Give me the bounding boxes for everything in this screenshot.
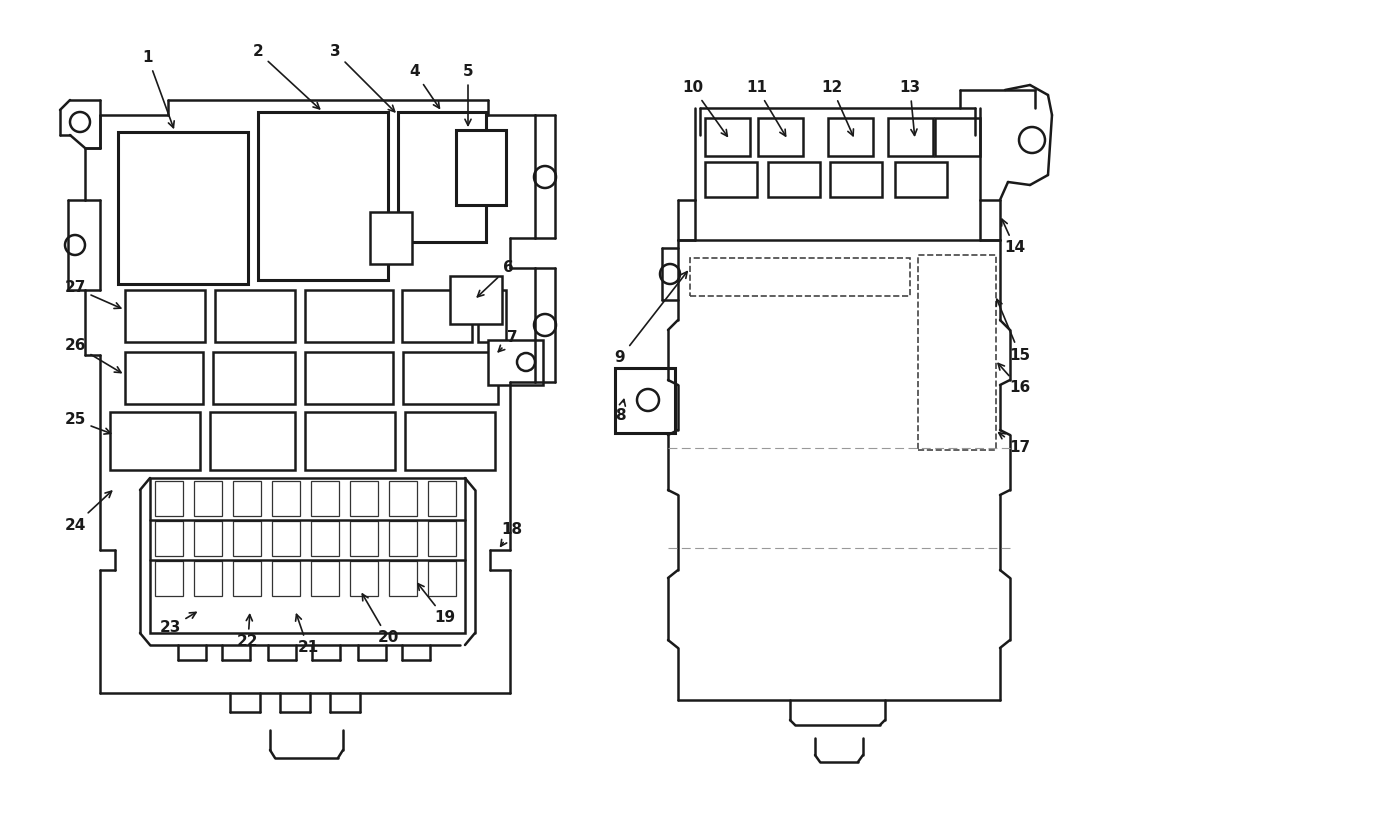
- Bar: [350, 521, 378, 556]
- Bar: [194, 561, 222, 596]
- Text: 10: 10: [683, 81, 727, 136]
- Text: 15: 15: [997, 299, 1030, 362]
- Bar: [311, 561, 339, 596]
- Bar: [456, 130, 505, 205]
- Bar: [389, 561, 417, 596]
- Bar: [828, 118, 872, 156]
- Bar: [149, 478, 465, 633]
- Bar: [895, 162, 946, 197]
- Bar: [311, 521, 339, 556]
- Bar: [398, 112, 486, 242]
- Bar: [350, 481, 378, 516]
- Bar: [489, 340, 543, 385]
- Text: 26: 26: [64, 337, 121, 372]
- Bar: [402, 290, 472, 342]
- Bar: [429, 481, 456, 516]
- Bar: [450, 276, 503, 324]
- Bar: [214, 352, 295, 404]
- Bar: [831, 162, 882, 197]
- Bar: [888, 118, 933, 156]
- Text: 8: 8: [614, 400, 625, 422]
- Text: 3: 3: [329, 45, 395, 111]
- Bar: [935, 118, 980, 156]
- Text: 4: 4: [409, 65, 440, 108]
- Bar: [272, 521, 300, 556]
- Bar: [119, 132, 248, 284]
- Bar: [370, 212, 412, 264]
- Bar: [403, 352, 498, 404]
- Text: 9: 9: [614, 272, 687, 366]
- Bar: [304, 352, 394, 404]
- Bar: [126, 352, 202, 404]
- Bar: [311, 481, 339, 516]
- Bar: [233, 561, 261, 596]
- Bar: [429, 521, 456, 556]
- Text: 25: 25: [64, 412, 110, 434]
- Bar: [477, 290, 505, 342]
- Bar: [304, 290, 394, 342]
- Bar: [126, 290, 205, 342]
- Bar: [233, 521, 261, 556]
- Bar: [272, 561, 300, 596]
- Bar: [209, 412, 295, 470]
- Text: 14: 14: [1002, 219, 1026, 255]
- Bar: [405, 412, 496, 470]
- Text: 24: 24: [64, 491, 112, 533]
- Bar: [233, 481, 261, 516]
- Text: 20: 20: [363, 594, 399, 646]
- Bar: [155, 481, 183, 516]
- Text: 23: 23: [159, 612, 195, 636]
- Text: 7: 7: [498, 331, 518, 352]
- Text: 6: 6: [477, 260, 514, 297]
- Text: 12: 12: [821, 81, 853, 135]
- Text: 17: 17: [998, 433, 1030, 455]
- Text: 18: 18: [501, 523, 522, 546]
- Bar: [272, 481, 300, 516]
- Text: 11: 11: [747, 81, 786, 136]
- Bar: [155, 561, 183, 596]
- Text: 1: 1: [142, 51, 174, 128]
- Text: 22: 22: [237, 615, 258, 650]
- Bar: [690, 258, 910, 296]
- Bar: [705, 118, 750, 156]
- Bar: [758, 118, 803, 156]
- Bar: [258, 112, 388, 280]
- Text: 21: 21: [296, 614, 318, 656]
- Text: 19: 19: [417, 583, 455, 626]
- Bar: [389, 521, 417, 556]
- Bar: [304, 412, 395, 470]
- Bar: [194, 481, 222, 516]
- Bar: [389, 481, 417, 516]
- Bar: [616, 368, 676, 433]
- Bar: [194, 521, 222, 556]
- Text: 27: 27: [64, 281, 120, 308]
- Bar: [215, 290, 295, 342]
- Bar: [350, 561, 378, 596]
- Text: 13: 13: [899, 81, 920, 135]
- Text: 16: 16: [998, 363, 1030, 396]
- Bar: [429, 561, 456, 596]
- Bar: [155, 521, 183, 556]
- Text: 5: 5: [462, 65, 473, 125]
- Bar: [110, 412, 200, 470]
- Bar: [919, 255, 995, 450]
- Text: 2: 2: [253, 45, 320, 109]
- Bar: [705, 162, 757, 197]
- Bar: [768, 162, 819, 197]
